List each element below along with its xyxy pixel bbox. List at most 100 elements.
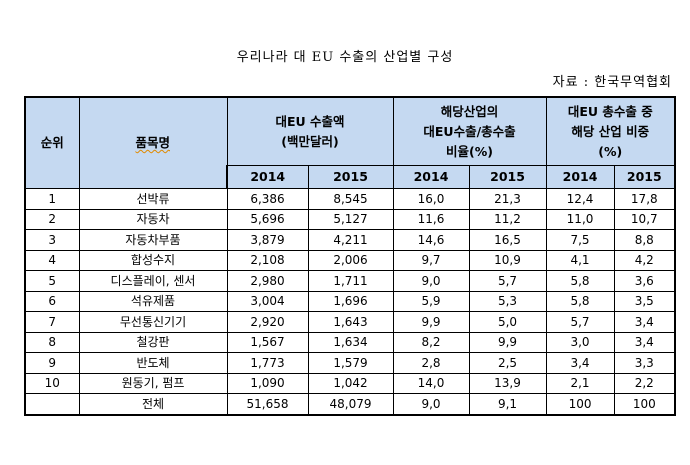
cell-exp2014: 1,773	[226, 352, 309, 374]
cell-item: 원동기, 펌프	[78, 372, 228, 394]
cell-exp2015: 4,211	[307, 229, 394, 251]
header-item: 품목명	[78, 96, 228, 189]
table-row: 6 석유제품 3,004 1,696 5,9 5,3 5,8 3,5	[24, 290, 677, 312]
cell-rank: 10	[24, 372, 80, 394]
header-year: 2015	[307, 165, 394, 189]
cell-ratio2014: 5,9	[392, 290, 470, 312]
header-year: 2014	[545, 165, 615, 189]
cell-item: 반도체	[78, 352, 228, 374]
cell-ratio2015: 5,7	[468, 270, 547, 292]
cell-rank: 2	[24, 208, 80, 230]
header-year: 2014	[226, 165, 309, 189]
cell-share2014: 2,1	[545, 372, 615, 394]
cell-exp2015: 5,127	[307, 208, 394, 230]
cell-share2015: 3,4	[613, 331, 677, 353]
cell-ratio2015: 13,9	[468, 372, 547, 394]
cell-ratio2014: 9,7	[392, 249, 470, 271]
cell-exp2014: 3,004	[226, 290, 309, 312]
cell-exp2015: 1,042	[307, 372, 394, 394]
table-row: 7 무선통신기기 2,920 1,643 9,9 5,0 5,7 3,4	[24, 311, 677, 333]
cell-exp2014: 6,386	[226, 188, 309, 210]
export-composition-table: 순위 품목명 대EU 수출액 (백만달러) 해당산업의 대EU수출/총수출 비율…	[24, 96, 677, 416]
cell-share2015: 3,3	[613, 352, 677, 374]
cell-exp2015: 48,079	[307, 393, 394, 416]
cell-share2014: 4,1	[545, 249, 615, 271]
cell-ratio2015: 5,3	[468, 290, 547, 312]
cell-ratio2015: 10,9	[468, 249, 547, 271]
document-title: 우리나라 대 EU 수출의 산업별 구성	[236, 50, 454, 65]
cell-exp2015: 1,634	[307, 331, 394, 353]
table-row: 4 합성수지 2,108 2,006 9,7 10,9 4,1 4,2	[24, 249, 677, 271]
cell-ratio2014: 16,0	[392, 188, 470, 210]
cell-item: 무선통신기기	[78, 311, 228, 333]
cell-share2014: 3,4	[545, 352, 615, 374]
cell-ratio2014: 2,8	[392, 352, 470, 374]
cell-rank: 7	[24, 311, 80, 333]
cell-ratio2015: 2,5	[468, 352, 547, 374]
header-year: 2014	[392, 165, 470, 189]
cell-item: 선박류	[78, 188, 228, 210]
cell-share2014: 5,7	[545, 311, 615, 333]
cell-exp2015: 8,545	[307, 188, 394, 210]
cell-share2014: 12,4	[545, 188, 615, 210]
cell-ratio2014: 14,6	[392, 229, 470, 251]
cell-item: 디스플레이, 센서	[78, 270, 228, 292]
cell-exp2014: 5,696	[226, 208, 309, 230]
cell-rank: 5	[24, 270, 80, 292]
cell-exp2014: 2,980	[226, 270, 309, 292]
cell-item: 자동차부품	[78, 229, 228, 251]
cell-ratio2014: 11,6	[392, 208, 470, 230]
source-note: 자료 : 한국무역협회	[552, 75, 672, 90]
cell-exp2015: 1,579	[307, 352, 394, 374]
cell-ratio2015: 9,9	[468, 331, 547, 353]
cell-share2014: 100	[545, 393, 615, 416]
cell-ratio2014: 9,0	[392, 393, 470, 416]
cell-share2014: 7,5	[545, 229, 615, 251]
header-ratio: 해당산업의 대EU수출/총수출 비율(%)	[392, 96, 547, 166]
cell-rank: 9	[24, 352, 80, 374]
table-row: 5 디스플레이, 센서 2,980 1,711 9,0 5,7 5,8 3,6	[24, 270, 677, 292]
cell-exp2014: 3,879	[226, 229, 309, 251]
table-row: 9 반도체 1,773 1,579 2,8 2,5 3,4 3,3	[24, 352, 677, 374]
cell-share2015: 3,6	[613, 270, 677, 292]
header-year: 2015	[613, 165, 677, 189]
cell-share2015: 100	[613, 393, 677, 416]
header-export-amount: 대EU 수출액 (백만달러)	[226, 96, 394, 166]
cell-exp2014: 1,567	[226, 331, 309, 353]
cell-share2014: 5,8	[545, 270, 615, 292]
cell-share2015: 4,2	[613, 249, 677, 271]
cell-ratio2015: 5,0	[468, 311, 547, 333]
cell-share2015: 2,2	[613, 372, 677, 394]
cell-share2014: 5,8	[545, 290, 615, 312]
cell-exp2014: 2,920	[226, 311, 309, 333]
table-row: 1 선박류 6,386 8,545 16,0 21,3 12,4 17,8	[24, 188, 677, 210]
cell-rank: 1	[24, 188, 80, 210]
table-row: 3 자동차부품 3,879 4,211 14,6 16,5 7,5 8,8	[24, 229, 677, 251]
cell-ratio2015: 16,5	[468, 229, 547, 251]
cell-ratio2014: 14,0	[392, 372, 470, 394]
table-row: 2 자동차 5,696 5,127 11,6 11,2 11,0 10,7	[24, 208, 677, 230]
header-rank: 순위	[24, 96, 80, 189]
cell-exp2014: 51,658	[226, 393, 309, 416]
cell-item: 철강판	[78, 331, 228, 353]
cell-exp2015: 1,643	[307, 311, 394, 333]
cell-exp2015: 2,006	[307, 249, 394, 271]
cell-ratio2014: 8,2	[392, 331, 470, 353]
cell-share2015: 8,8	[613, 229, 677, 251]
cell-rank	[24, 393, 80, 416]
cell-share2015: 10,7	[613, 208, 677, 230]
total-row: 전체 51,658 48,079 9,0 9,1 100 100	[24, 393, 677, 416]
cell-exp2015: 1,711	[307, 270, 394, 292]
cell-rank: 8	[24, 331, 80, 353]
cell-rank: 6	[24, 290, 80, 312]
cell-rank: 3	[24, 229, 80, 251]
cell-item: 전체	[78, 393, 228, 416]
header-year: 2015	[468, 165, 547, 189]
cell-ratio2015: 11,2	[468, 208, 547, 230]
cell-rank: 4	[24, 249, 80, 271]
cell-exp2014: 2,108	[226, 249, 309, 271]
cell-ratio2015: 9,1	[468, 393, 547, 416]
cell-exp2014: 1,090	[226, 372, 309, 394]
cell-share2015: 17,8	[613, 188, 677, 210]
cell-exp2015: 1,696	[307, 290, 394, 312]
